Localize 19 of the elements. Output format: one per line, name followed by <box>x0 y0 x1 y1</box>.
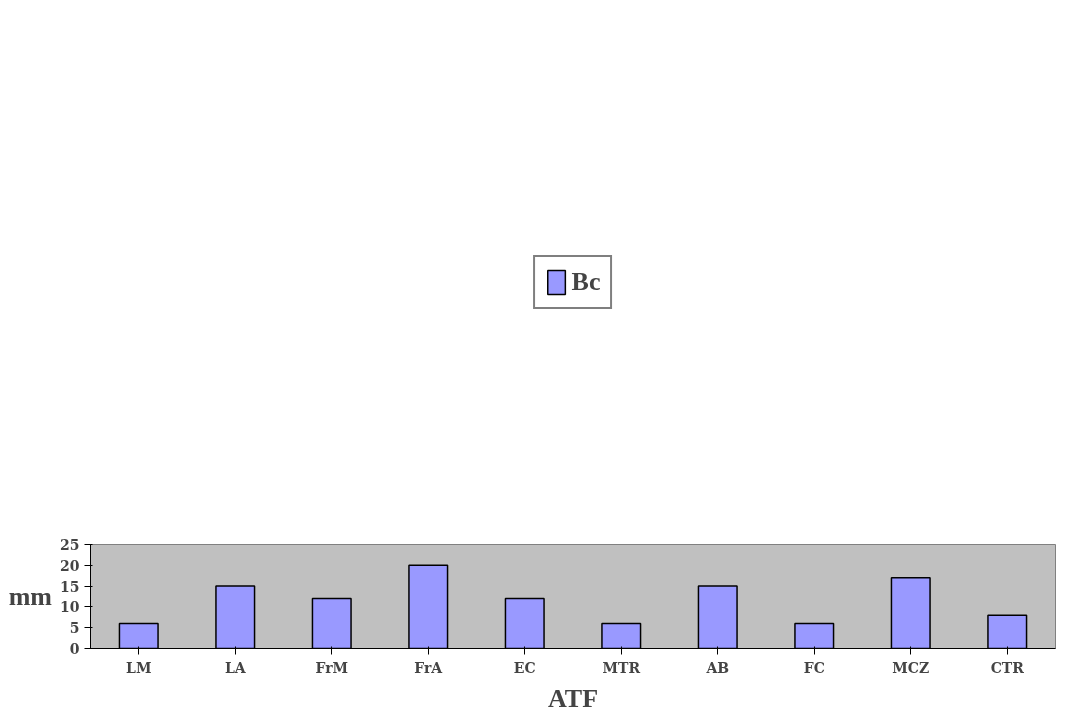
y-tick-label: 0 <box>69 641 80 657</box>
y-tick-label: 20 <box>60 557 80 574</box>
x-tick-label: CTR <box>990 659 1025 676</box>
x-tick-label: EC <box>513 659 536 676</box>
x-tick-label: LA <box>224 659 247 676</box>
x-tick-label: LM <box>126 659 152 676</box>
y-tick-label: 15 <box>60 578 80 595</box>
x-tick-label: FrA <box>414 659 444 676</box>
y-axis-title: mm <box>8 582 53 611</box>
x-tick-label: MTR <box>602 659 641 676</box>
y-tick-label: 10 <box>60 599 80 616</box>
y-tick-label: 5 <box>69 620 80 637</box>
x-tick-label: FC <box>803 659 825 676</box>
x-axis-title: ATF <box>547 683 599 713</box>
x-tick-label: AB <box>705 659 730 676</box>
x-tick-label: MCZ <box>892 659 930 676</box>
legend-label: Bc <box>571 267 601 297</box>
y-tick-label: 25 <box>60 537 80 553</box>
x-tick-label: FrM <box>315 659 349 676</box>
